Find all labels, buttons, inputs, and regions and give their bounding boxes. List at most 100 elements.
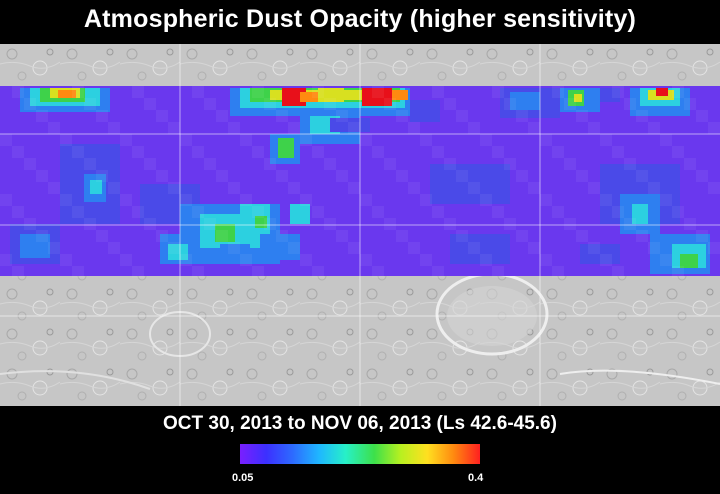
dust-pixel — [420, 254, 432, 266]
dust-pixel — [348, 122, 360, 134]
dust-pixel — [372, 146, 384, 158]
dust-cell-lowmid — [430, 164, 510, 204]
dust-pixel — [408, 182, 420, 194]
dust-pixel — [24, 218, 36, 230]
dust-pixel — [696, 230, 708, 242]
dust-pixel — [264, 98, 276, 110]
dust-pixel — [324, 158, 336, 170]
dust-pixel — [48, 122, 60, 134]
dust-pixel — [288, 182, 300, 194]
dust-pixel — [480, 134, 492, 146]
dust-pixel — [636, 230, 648, 242]
dust-pixel — [84, 98, 96, 110]
dust-pixel — [108, 242, 120, 254]
dust-pixel — [144, 158, 156, 170]
dust-pixel — [240, 194, 252, 206]
dust-pixel — [336, 110, 348, 122]
dust-cell-lowmid — [410, 100, 440, 122]
dust-pixel — [48, 182, 60, 194]
dust-pixel — [36, 170, 48, 182]
dust-pixel — [192, 266, 204, 278]
dust-pixel — [156, 170, 168, 182]
dust-pixel — [672, 206, 684, 218]
dust-pixel — [552, 86, 564, 98]
dust-pixel — [684, 98, 696, 110]
dust-pixel — [132, 266, 144, 278]
dust-pixel — [432, 266, 444, 278]
dust-pixel — [312, 266, 324, 278]
dust-pixel — [696, 170, 708, 182]
dust-pixel — [204, 158, 216, 170]
dust-pixel — [504, 98, 516, 110]
dust-pixel — [648, 242, 660, 254]
dust-pixel — [192, 206, 204, 218]
dust-pixel — [588, 242, 600, 254]
dust-pixel — [372, 266, 384, 278]
dust-pixel — [504, 158, 516, 170]
dust-pixel — [156, 230, 168, 242]
dust-pixel — [216, 110, 228, 122]
dust-cell-lowmid — [580, 244, 620, 264]
dust-cell-mid — [220, 244, 250, 264]
dust-pixel — [708, 122, 720, 134]
dust-pixel — [552, 206, 564, 218]
dust-pixel — [516, 110, 528, 122]
dust-pixel — [480, 194, 492, 206]
dust-pixel — [0, 254, 12, 266]
dust-pixel — [636, 110, 648, 122]
dust-cell-lowmid — [660, 194, 680, 214]
dust-pixel — [708, 182, 720, 194]
dust-cell-red — [656, 88, 668, 96]
dust-pixel — [612, 206, 624, 218]
dust-pixel — [564, 158, 576, 170]
dust-pixel — [36, 230, 48, 242]
dust-cell-mid — [260, 234, 300, 260]
dust-pixel — [48, 242, 60, 254]
dust-pixel — [480, 254, 492, 266]
dust-pixel — [576, 170, 588, 182]
dust-pixel — [420, 134, 432, 146]
dust-pixel — [180, 194, 192, 206]
dust-pixel — [132, 146, 144, 158]
dust-pixel — [600, 134, 612, 146]
dust-pixel — [444, 218, 456, 230]
dust-pixel — [528, 122, 540, 134]
dust-cell-mid — [20, 234, 50, 258]
dust-pixel — [408, 242, 420, 254]
dust-pixel — [396, 170, 408, 182]
dust-cell-orange — [392, 90, 408, 100]
dust-cell-cyan — [168, 244, 188, 260]
dust-pixel — [108, 122, 120, 134]
dust-pixel — [348, 242, 360, 254]
dust-pixel — [324, 218, 336, 230]
dust-pixel — [228, 242, 240, 254]
dust-pixel — [12, 86, 24, 98]
dust-pixel — [600, 194, 612, 206]
dust-pixel — [276, 170, 288, 182]
dust-pixel — [660, 194, 672, 206]
dust-pixel — [240, 254, 252, 266]
dust-pixel — [672, 266, 684, 278]
dust-pixel — [0, 194, 12, 206]
dust-pixel — [540, 254, 552, 266]
dust-pixel — [60, 194, 72, 206]
dust-pixel — [168, 182, 180, 194]
dust-pixel — [264, 218, 276, 230]
dust-pixel — [156, 110, 168, 122]
dust-pixel — [528, 242, 540, 254]
dust-pixel — [456, 170, 468, 182]
dust-cell-red — [362, 88, 392, 106]
dust-pixel — [204, 218, 216, 230]
dust-pixel — [300, 254, 312, 266]
dust-pixel — [588, 122, 600, 134]
dust-pixel — [180, 134, 192, 146]
dust-pixel — [120, 194, 132, 206]
dust-pixel — [384, 98, 396, 110]
dust-pixel — [144, 218, 156, 230]
dust-pixel — [108, 182, 120, 194]
dust-pixel — [372, 86, 384, 98]
dust-pixel — [624, 158, 636, 170]
dust-cell-yellow — [574, 94, 582, 102]
dust-pixel — [12, 266, 24, 278]
dust-pixel — [444, 158, 456, 170]
